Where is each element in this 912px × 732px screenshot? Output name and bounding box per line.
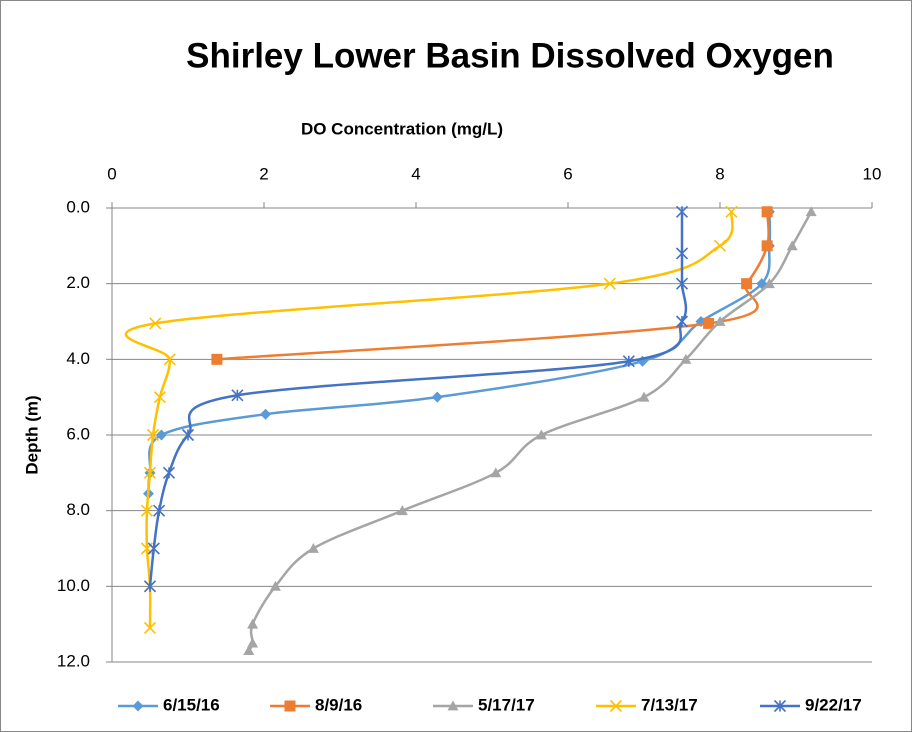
marker <box>231 389 244 402</box>
marker <box>155 429 167 441</box>
marker <box>153 391 166 404</box>
legend-item: 8/9/16 <box>270 695 362 714</box>
marker <box>761 240 773 252</box>
legend-label: 6/15/16 <box>163 695 220 714</box>
marker <box>396 505 408 516</box>
legend-item: 7/13/17 <box>596 695 698 714</box>
legend-marker <box>284 700 296 712</box>
marker <box>805 206 817 217</box>
marker <box>638 391 650 402</box>
y-tick-label: 2.0 <box>66 273 90 292</box>
marker <box>181 428 195 442</box>
x-axis-title: DO Concentration (mg/L) <box>301 119 503 138</box>
marker <box>675 315 689 328</box>
marker <box>260 408 272 420</box>
marker <box>143 621 157 635</box>
marker <box>763 278 775 289</box>
marker <box>162 466 176 479</box>
marker <box>243 645 255 656</box>
marker <box>147 542 160 555</box>
x-tick-label: 10 <box>863 164 882 183</box>
marker <box>675 247 689 260</box>
marker <box>431 391 443 403</box>
legend-label: 5/17/17 <box>478 695 535 714</box>
marker <box>603 277 616 290</box>
marker <box>761 206 773 218</box>
marker <box>269 580 281 591</box>
marker <box>149 317 162 330</box>
chart-title: Shirley Lower Basin Dissolved Oxygen <box>186 36 834 75</box>
marker <box>725 205 738 218</box>
y-tick-label: 12.0 <box>57 651 90 670</box>
y-axis-title: Depth (m) <box>22 395 41 474</box>
marker <box>703 317 715 329</box>
legend-label: 8/9/16 <box>315 695 362 714</box>
marker <box>143 580 157 593</box>
marker <box>153 504 166 517</box>
series-line <box>247 211 813 652</box>
marker <box>247 618 259 629</box>
marker <box>163 353 176 366</box>
x-tick-label: 2 <box>259 164 268 183</box>
marker <box>680 353 692 364</box>
marker <box>490 467 502 478</box>
legend-marker <box>773 699 787 713</box>
legend-label: 7/13/17 <box>641 695 698 714</box>
marker <box>786 240 798 251</box>
marker <box>143 466 157 479</box>
legend-item: 9/22/17 <box>760 695 862 714</box>
x-tick-label: 0 <box>107 164 116 183</box>
series-line <box>124 211 734 628</box>
x-tick-label: 4 <box>411 164 420 183</box>
y-tick-label: 0.0 <box>66 197 90 216</box>
x-tick-label: 8 <box>715 164 724 183</box>
marker <box>741 278 753 290</box>
legend-item: 5/17/17 <box>433 695 535 714</box>
y-tick-label: 6.0 <box>66 424 90 443</box>
marker <box>713 239 727 252</box>
y-tick-label: 10.0 <box>57 576 90 595</box>
marker <box>211 353 223 365</box>
marker <box>675 205 689 218</box>
legend-item: 6/15/16 <box>118 695 220 714</box>
x-tick-label: 6 <box>563 164 572 183</box>
legend-marker <box>609 699 623 713</box>
y-tick-label: 8.0 <box>66 500 90 519</box>
legend-marker <box>132 700 144 712</box>
marker <box>140 504 154 517</box>
marker <box>146 428 160 442</box>
marker <box>622 355 635 368</box>
marker <box>247 637 259 648</box>
y-tick-label: 4.0 <box>66 349 90 368</box>
marker <box>535 429 547 440</box>
marker <box>307 543 319 553</box>
marker <box>756 278 768 290</box>
marker <box>714 316 726 326</box>
legend-label: 9/22/17 <box>805 695 862 714</box>
marker <box>675 277 689 290</box>
legend-marker <box>447 700 459 711</box>
